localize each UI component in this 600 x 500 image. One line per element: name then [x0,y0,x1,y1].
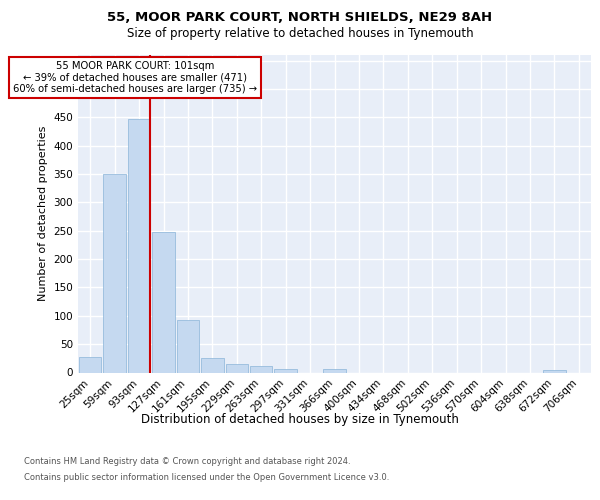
Text: 55, MOOR PARK COURT, NORTH SHIELDS, NE29 8AH: 55, MOOR PARK COURT, NORTH SHIELDS, NE29… [107,11,493,24]
Bar [201,358,224,372]
Bar [274,368,297,372]
Bar [128,119,151,372]
Text: Size of property relative to detached houses in Tynemouth: Size of property relative to detached ho… [127,28,473,40]
Bar [250,366,272,372]
Bar [323,368,346,372]
Text: 55 MOOR PARK COURT: 101sqm
← 39% of detached houses are smaller (471)
60% of sem: 55 MOOR PARK COURT: 101sqm ← 39% of deta… [13,60,257,94]
Bar [226,364,248,372]
Text: Distribution of detached houses by size in Tynemouth: Distribution of detached houses by size … [141,412,459,426]
Y-axis label: Number of detached properties: Number of detached properties [38,126,48,302]
Text: Contains HM Land Registry data © Crown copyright and database right 2024.: Contains HM Land Registry data © Crown c… [24,458,350,466]
Bar [103,174,126,372]
Bar [543,370,566,372]
Text: Contains public sector information licensed under the Open Government Licence v3: Contains public sector information licen… [24,472,389,482]
Bar [152,232,175,372]
Bar [176,320,199,372]
Bar [79,356,101,372]
